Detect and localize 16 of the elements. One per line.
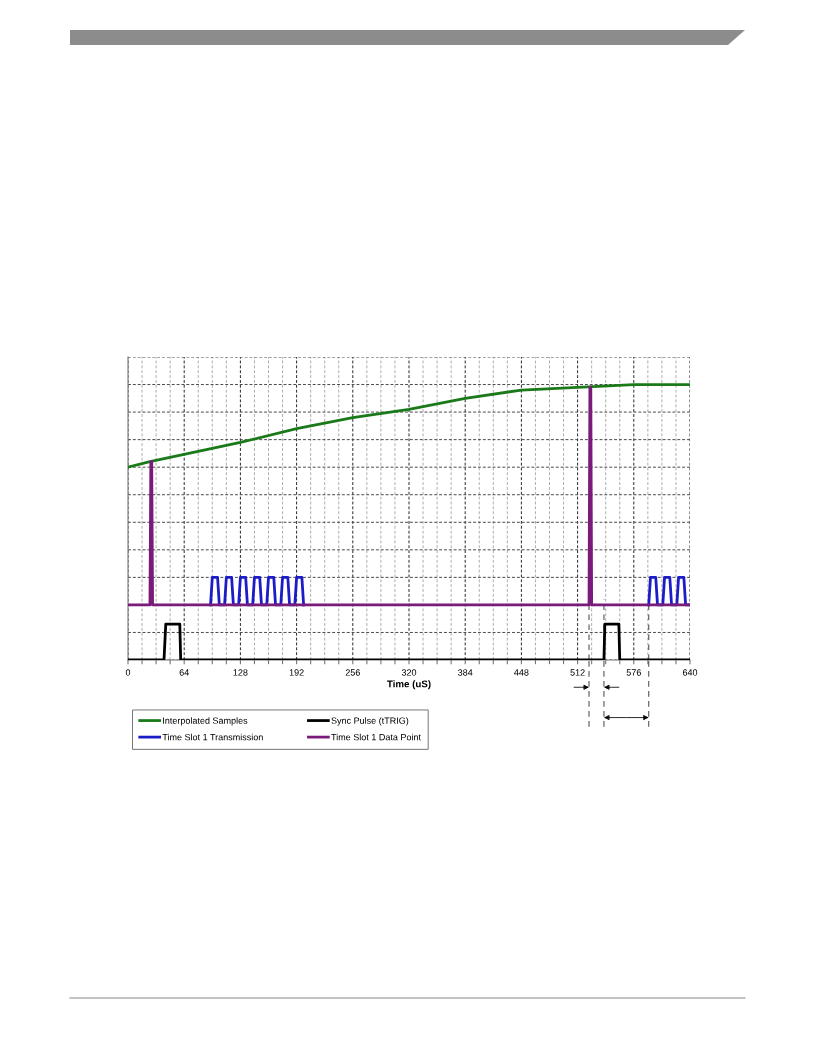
- legend-label: Time Slot 1 Transmission: [162, 733, 263, 741]
- x-tick-label: 256: [345, 669, 360, 676]
- x-tick-label: 384: [458, 669, 473, 676]
- x-tick-label: 576: [626, 669, 641, 676]
- x-tick-label: 0: [125, 669, 131, 676]
- x-tick-label: 640: [682, 669, 698, 676]
- legend-label: Time Slot 1 Data Point: [331, 733, 421, 741]
- legend-label: Sync Pulse (tTRIG): [331, 717, 409, 726]
- x-tick-label: 320: [401, 669, 417, 676]
- legend-label: Interpolated Samples: [163, 717, 248, 726]
- x-tick-label: 448: [514, 669, 529, 676]
- x-tick-label: 512: [570, 669, 585, 676]
- x-tick-label: 64: [179, 669, 189, 676]
- x-tick-label: 192: [289, 669, 304, 676]
- x-tick-label: 128: [233, 669, 248, 676]
- x-axis-title: Time (uS): [387, 680, 431, 690]
